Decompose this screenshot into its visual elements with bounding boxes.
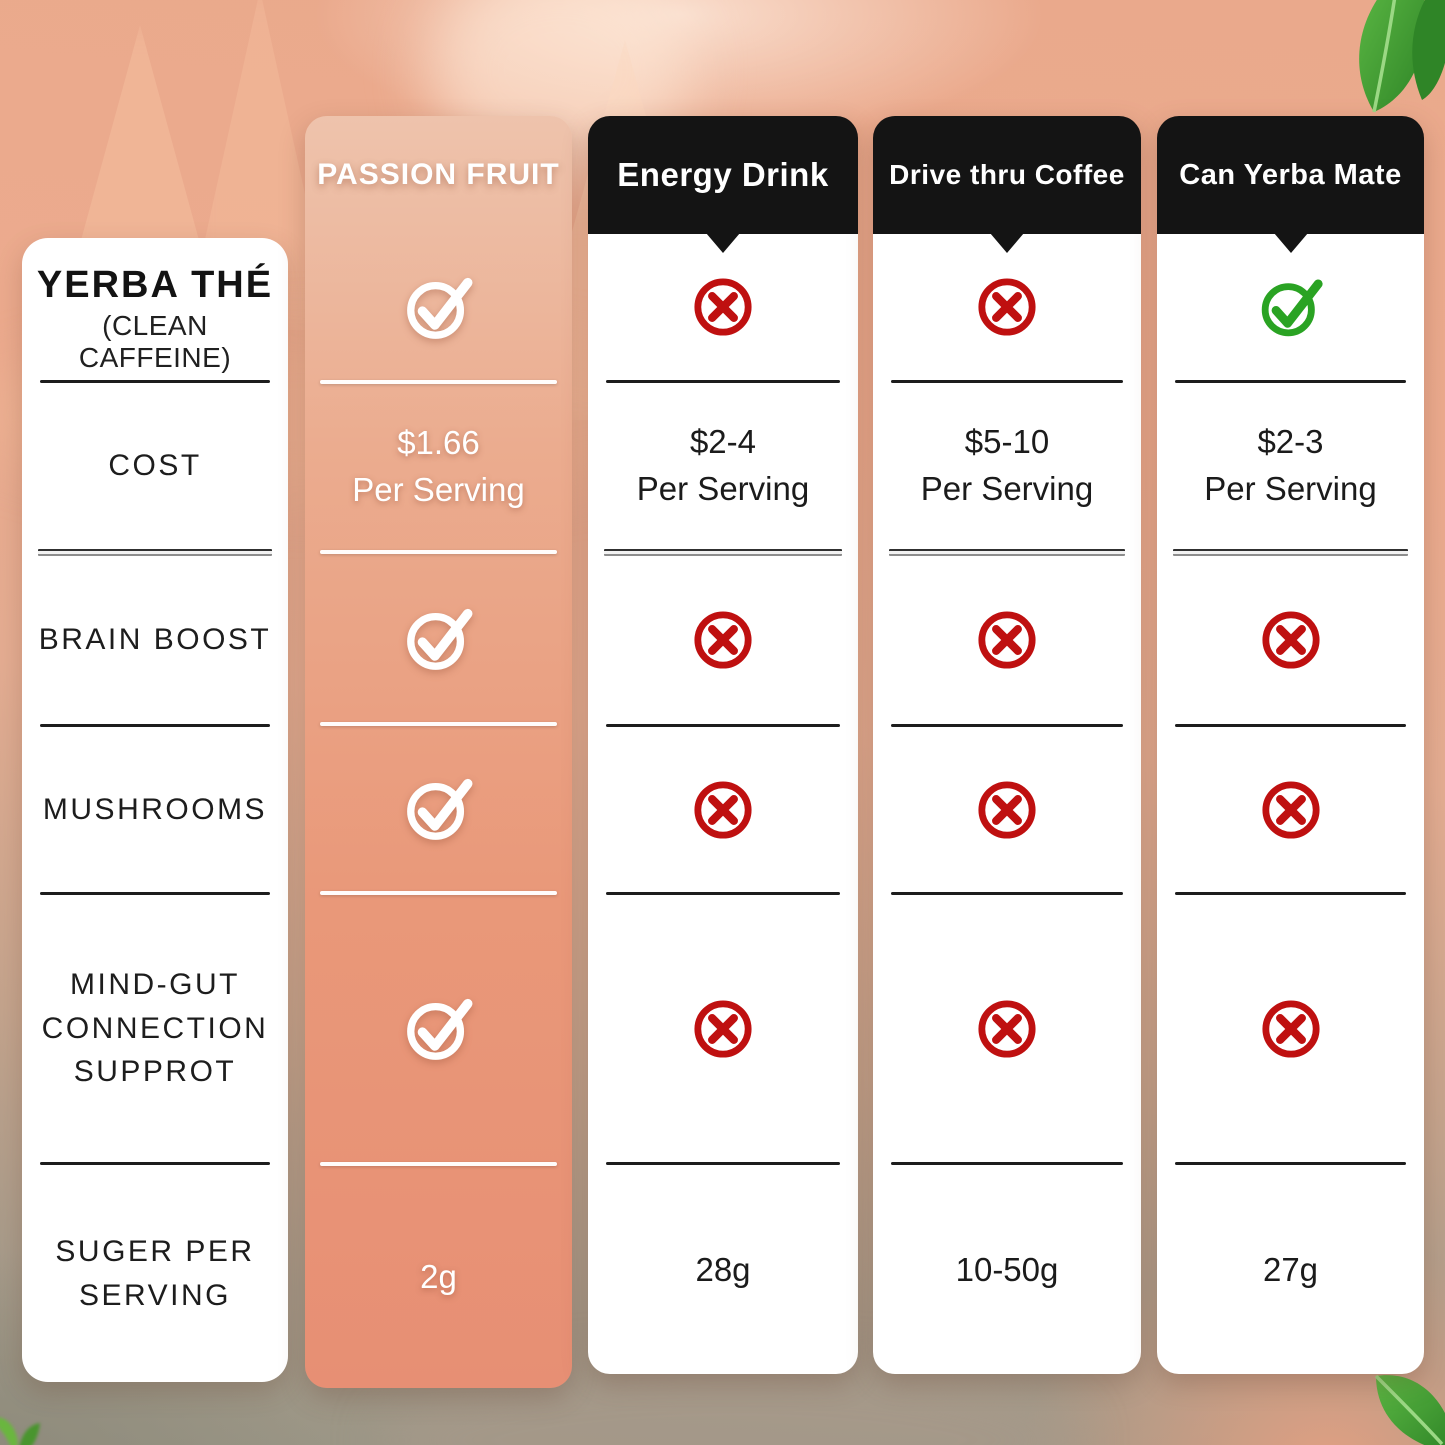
divider — [40, 1162, 270, 1165]
divider — [1175, 380, 1406, 383]
cell-sugar: 28g — [695, 1250, 751, 1288]
cell-clean-caffeine — [873, 234, 1141, 380]
divider — [891, 1162, 1123, 1165]
divider — [606, 892, 840, 895]
divider — [320, 891, 557, 895]
divider — [1175, 892, 1406, 895]
row-label-sugar: SUGER PER SERVING — [55, 1235, 255, 1312]
feature-label-cell: YERBA THÉ (CLEAN CAFFEINE) — [22, 238, 288, 380]
divider-double — [604, 549, 842, 556]
column-title: Drive thru Coffee — [889, 159, 1125, 190]
cross-icon — [973, 776, 1041, 844]
divider — [320, 380, 557, 384]
cell-cost: $2-4 Per Serving — [636, 423, 810, 507]
cross-icon — [973, 995, 1041, 1063]
column-energy-drink: Energy Drink $2-4 Per Serving — [588, 116, 858, 1374]
row-label-mushrooms: MUSHROOMS — [42, 792, 268, 826]
divider — [891, 380, 1123, 383]
check-icon — [402, 602, 475, 675]
cell-mind-gut — [305, 895, 572, 1162]
cell-clean-caffeine — [305, 234, 572, 380]
cell-mushrooms — [1157, 727, 1424, 892]
cross-icon — [973, 606, 1041, 674]
column-passion-fruit: PASSION FRUIT $1.66 Per Serving — [305, 116, 572, 1388]
divider-double — [889, 549, 1125, 556]
divider-double — [38, 549, 272, 556]
column-body: $1.66 Per Serving 2g — [305, 234, 572, 1388]
column-drive-thru-coffee: Drive thru Coffee $5-10 Per Serving — [873, 116, 1141, 1374]
divider — [320, 550, 557, 554]
cross-icon — [689, 606, 757, 674]
cell-mushrooms — [873, 727, 1141, 892]
check-icon — [402, 271, 475, 344]
column-can-yerba-mate: Can Yerba Mate $2-3 Per Serving — [1157, 116, 1424, 1374]
cell-cost: $5-10 Per Serving — [920, 423, 1094, 507]
cell-brain-boost — [873, 556, 1141, 724]
row-label-mind-gut: MIND-GUT CONNECTION SUPPROT — [41, 968, 269, 1089]
cell-mushrooms — [588, 727, 858, 892]
column-body: $2-3 Per Serving 27g — [1157, 234, 1424, 1374]
cell-clean-caffeine — [588, 234, 858, 380]
cell-mind-gut — [1157, 895, 1424, 1162]
cross-icon — [689, 273, 757, 341]
cell-sugar: 27g — [1262, 1250, 1319, 1288]
column-title: Can Yerba Mate — [1179, 158, 1402, 191]
cell-mushrooms — [305, 726, 572, 891]
cell-brain-boost — [588, 556, 858, 724]
divider — [320, 722, 557, 726]
cross-icon — [1257, 606, 1325, 674]
column-header-energy-drink: Energy Drink — [588, 116, 858, 234]
column-title: Energy Drink — [617, 156, 829, 193]
cross-icon — [973, 273, 1041, 341]
row-labels-card: YERBA THÉ (CLEAN CAFFEINE) COST BRAIN BO… — [22, 238, 288, 1382]
column-body: $2-4 Per Serving 28g — [588, 234, 858, 1374]
divider — [891, 892, 1123, 895]
divider-double — [1173, 549, 1408, 556]
divider — [606, 724, 840, 727]
cell-sugar: 2g — [420, 1258, 457, 1295]
feature-subtitle: (CLEAN CAFFEINE) — [78, 309, 232, 373]
check-icon — [1257, 273, 1325, 341]
column-header-drive-thru-coffee: Drive thru Coffee — [873, 116, 1141, 234]
divider — [606, 1162, 840, 1165]
divider — [40, 380, 270, 383]
check-icon — [402, 992, 475, 1065]
cell-brain-boost — [305, 554, 572, 722]
cross-icon — [1257, 776, 1325, 844]
divider — [40, 892, 270, 895]
divider — [1175, 1162, 1406, 1165]
sprout-icon — [0, 1417, 40, 1445]
cross-icon — [689, 995, 757, 1063]
cell-cost: $1.66 Per Serving — [352, 424, 525, 508]
divider — [1175, 724, 1406, 727]
column-title: PASSION FRUIT — [317, 158, 560, 191]
cross-icon — [1257, 995, 1325, 1063]
cross-icon — [689, 776, 757, 844]
cell-cost: $2-3 Per Serving — [1204, 423, 1377, 507]
divider — [320, 1162, 557, 1166]
cell-sugar: 10-50g — [955, 1250, 1059, 1288]
divider — [891, 724, 1123, 727]
column-body: $5-10 Per Serving 10-50g — [873, 234, 1141, 1374]
cell-clean-caffeine — [1157, 234, 1424, 380]
cell-brain-boost — [1157, 556, 1424, 724]
cell-mind-gut — [588, 895, 858, 1162]
row-label-brain-boost: BRAIN BOOST — [38, 623, 272, 657]
cell-mind-gut — [873, 895, 1141, 1162]
check-icon — [402, 772, 475, 845]
column-header-can-yerba-mate: Can Yerba Mate — [1157, 116, 1424, 234]
divider — [40, 724, 270, 727]
divider — [606, 380, 840, 383]
column-header-passion-fruit: PASSION FRUIT — [305, 116, 572, 234]
row-label-cost: COST — [108, 449, 202, 483]
feature-title: YERBA THÉ — [36, 264, 274, 306]
